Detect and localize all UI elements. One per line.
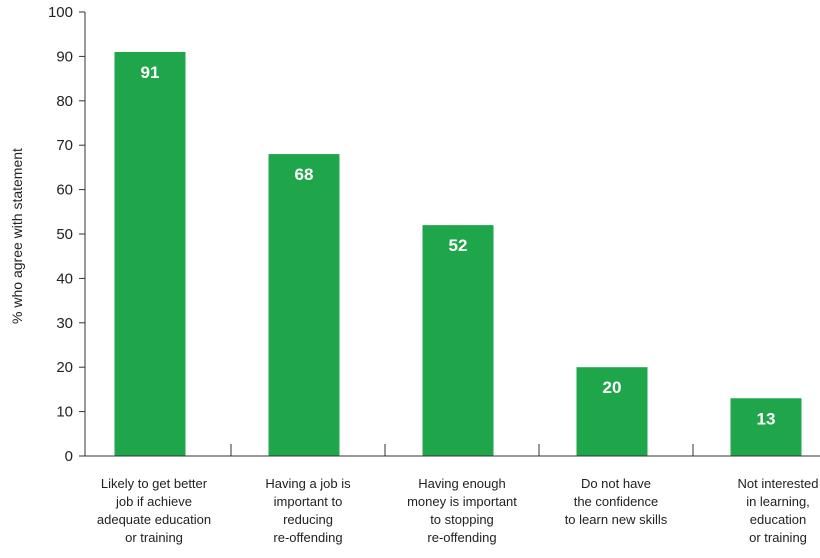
x-category-label: Likely to get better job if achieve adequa… [97, 476, 211, 545]
bar-data-label: 91 [141, 63, 160, 82]
y-axis-title: % who agree with statement [9, 148, 25, 324]
y-tick-label: 90 [56, 48, 73, 65]
bar-data-label: 68 [295, 165, 314, 184]
bars: 91 68 52 20 13 [114, 51, 802, 457]
bar-data-label: 52 [449, 236, 468, 255]
y-tick-label: 30 [56, 315, 73, 332]
y-tick-label: 80 [56, 93, 73, 110]
y-tick-label: 70 [56, 137, 73, 154]
bar [730, 398, 802, 456]
bar [114, 51, 186, 457]
x-category-label: Having a job is important to reducing re-of… [265, 476, 351, 545]
y-tick-label: 50 [56, 226, 73, 243]
y-tick-label: 20 [56, 359, 73, 376]
bar-data-label: 13 [757, 409, 776, 428]
y-tick-label: 0 [65, 448, 73, 465]
bar [268, 154, 340, 456]
y-axis: 0 10 20 30 40 50 60 70 80 90 100 [48, 4, 86, 465]
x-category-label: Not interested in learning, education or tr… [738, 476, 819, 545]
y-tick-label: 40 [56, 270, 73, 287]
x-category-label: Having enough money is important to stoppi… [407, 476, 517, 545]
bar [422, 225, 494, 456]
x-category-label: Do not have the confidence to learn new sk… [565, 476, 668, 527]
bar [576, 367, 648, 456]
y-tick-label: 100 [48, 4, 73, 21]
y-tick-label: 10 [56, 404, 73, 421]
x-axis: Likely to get better job if achieve adequa… [85, 444, 820, 545]
y-tick-label: 60 [56, 182, 73, 199]
bar-data-label: 20 [603, 378, 622, 397]
